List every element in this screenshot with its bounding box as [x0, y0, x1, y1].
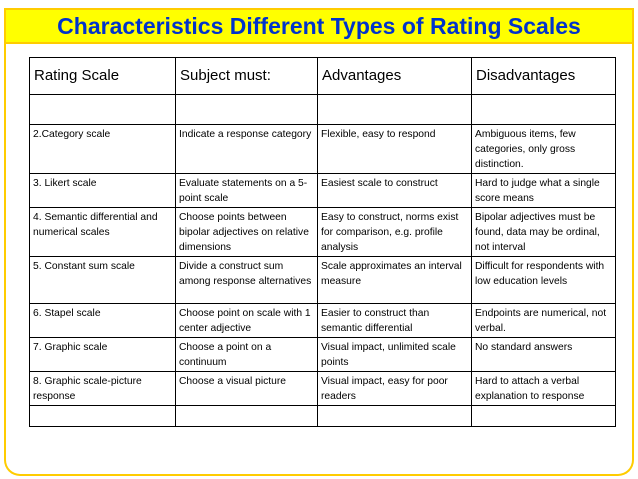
table-cell: 5. Constant sum scale	[29, 256, 176, 304]
table-cell: Choose a point on a continuum	[175, 337, 318, 372]
table-cell: Easy to construct, norms exist for compa…	[317, 207, 472, 257]
table-cell: Endpoints are numerical, not verbal.	[471, 303, 616, 338]
table-cell: 8. Graphic scale-picture response	[29, 371, 176, 406]
table-cell: 6. Stapel scale	[29, 303, 176, 338]
table-row: 3. Likert scale Evaluate statements on a…	[29, 173, 616, 208]
slide-title: Characteristics Different Types of Ratin…	[57, 13, 581, 39]
table-row: 5. Constant sum scale Divide a construct…	[29, 256, 616, 304]
table-cell: No standard answers	[471, 337, 616, 372]
table-cell	[471, 405, 616, 427]
table-cell: Flexible, easy to respond	[317, 124, 472, 174]
table-cell: Difficult for respondents with low educa…	[471, 256, 616, 304]
table-cell: Indicate a response category	[175, 124, 318, 174]
title-bar: Characteristics Different Types of Ratin…	[4, 8, 634, 44]
table-row	[29, 94, 616, 125]
table-header-row: Rating Scale Subject must: Advantages Di…	[29, 57, 616, 95]
table-cell	[471, 94, 616, 125]
table-cell: Ambiguous items, few categories, only gr…	[471, 124, 616, 174]
table-cell: Divide a construct sum among response al…	[175, 256, 318, 304]
table-row: 6. Stapel scale Choose point on scale wi…	[29, 303, 616, 338]
rating-scales-table: Rating Scale Subject must: Advantages Di…	[29, 57, 616, 427]
table-row: 8. Graphic scale-picture response Choose…	[29, 371, 616, 406]
column-header-disadvantages: Disadvantages	[471, 57, 616, 95]
table-cell: Hard to judge what a single score means	[471, 173, 616, 208]
column-header-rating-scale: Rating Scale	[29, 57, 176, 95]
table-row	[29, 405, 616, 427]
table-cell: 4. Semantic differential and numerical s…	[29, 207, 176, 257]
table-cell: Scale approximates an interval measure	[317, 256, 472, 304]
table-cell: Visual impact, easy for poor readers	[317, 371, 472, 406]
table-cell	[317, 405, 472, 427]
column-header-advantages: Advantages	[317, 57, 472, 95]
table-cell	[29, 94, 176, 125]
table-cell: Choose point on scale with 1 center adje…	[175, 303, 318, 338]
table-cell	[29, 405, 176, 427]
table-cell: Choose a visual picture	[175, 371, 318, 406]
table-cell	[317, 94, 472, 125]
table-cell	[175, 405, 318, 427]
table-cell: 7. Graphic scale	[29, 337, 176, 372]
table-cell: Choose points between bipolar adjectives…	[175, 207, 318, 257]
table-cell: Evaluate statements on a 5-point scale	[175, 173, 318, 208]
table-cell	[175, 94, 318, 125]
table-cell: Bipolar adjectives must be found, data m…	[471, 207, 616, 257]
table-cell: Easier to construct than semantic differ…	[317, 303, 472, 338]
table-cell: Visual impact, unlimited scale points	[317, 337, 472, 372]
content-frame	[4, 44, 634, 476]
table-cell: Easiest scale to construct	[317, 173, 472, 208]
table-row: 4. Semantic differential and numerical s…	[29, 207, 616, 257]
column-header-subject-must: Subject must:	[175, 57, 318, 95]
table-cell: 3. Likert scale	[29, 173, 176, 208]
table-row: 7. Graphic scale Choose a point on a con…	[29, 337, 616, 372]
table-cell: 2.Category scale	[29, 124, 176, 174]
table-cell: Hard to attach a verbal explanation to r…	[471, 371, 616, 406]
table-row: 2.Category scale Indicate a response cat…	[29, 124, 616, 174]
